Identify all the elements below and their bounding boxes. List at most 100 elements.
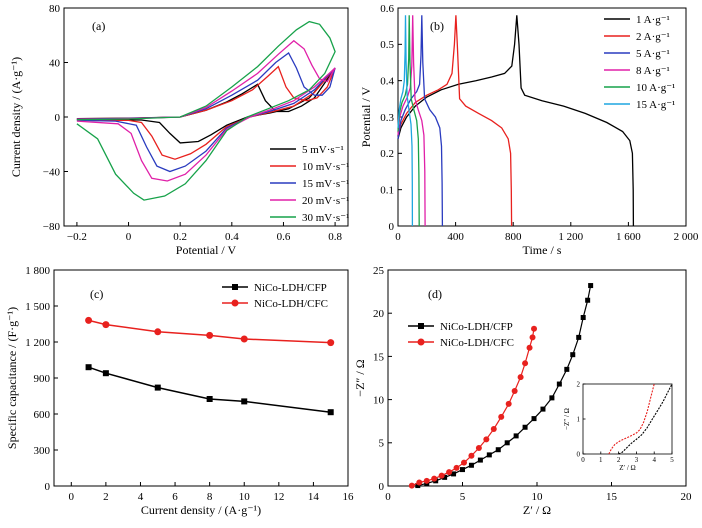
capacitance-line	[88, 366, 331, 413]
cv-curve-line	[76, 65, 336, 160]
x-tick-label: 5	[460, 491, 466, 503]
y-axis-label: −Z″ / Ω	[353, 359, 367, 396]
x-tick-label: 6	[172, 491, 178, 503]
data-point	[517, 374, 524, 381]
y-tick-label: 0.3	[380, 112, 394, 124]
data-point	[240, 335, 248, 343]
inset-x-tick-label: 3	[635, 456, 639, 464]
x-tick-label: −0.2	[67, 231, 87, 243]
y-tick-label: 1 500	[25, 301, 50, 313]
x-tick-label: 0.2	[173, 231, 187, 243]
x-tick-label: 0.8	[328, 231, 342, 243]
data-point	[431, 475, 438, 482]
data-point	[522, 360, 529, 367]
y-tick-label: 1 200	[25, 337, 50, 349]
legend-marker	[232, 284, 238, 290]
x-tick-label: 0	[69, 491, 75, 503]
inset-x-tick-label: 2	[617, 456, 621, 464]
legend-label: 30 mV·s⁻¹	[302, 212, 349, 224]
data-point	[206, 396, 213, 402]
y-tick-label: 1 800	[25, 265, 50, 277]
x-tick-label: 0	[395, 231, 401, 243]
data-point	[327, 339, 335, 347]
inset-y-tick-label: 1	[577, 416, 581, 424]
inset-nyquist-line	[618, 383, 673, 455]
data-point	[460, 467, 465, 473]
data-point	[522, 424, 528, 430]
x-tick-label: 14	[308, 491, 320, 503]
inset-x-tick-label: 4	[652, 456, 656, 464]
x-axis-label: Z′ / Ω	[523, 503, 551, 517]
panel-c-specific-capacitance: 0 2 4 6 8 10 12 14 16 0 300 600 900 1 200 1 500 1 800 Cu…	[5, 265, 354, 517]
x-tick-label: 0.4	[225, 231, 239, 243]
cv-curve-line	[76, 67, 336, 144]
y-tick-label: 0	[45, 481, 51, 493]
y-tick-label: 10	[373, 394, 385, 406]
inset-x-tick-label: 0	[581, 456, 585, 464]
legend-marker	[231, 299, 239, 307]
data-point	[416, 479, 423, 486]
x-tick-label: 0	[126, 231, 132, 243]
y-tick-label: 0	[389, 221, 395, 233]
legend-label: NiCo-LDH/CFP	[440, 321, 513, 333]
data-point	[327, 409, 334, 416]
legend-label: 2 A·g⁻¹	[636, 31, 670, 43]
data-point	[154, 328, 162, 336]
inset-x-axis-label: Z′ / Ω	[619, 464, 635, 472]
data-point	[504, 440, 510, 446]
data-point	[570, 352, 576, 358]
data-point	[477, 457, 483, 463]
y-tick-label: 40	[49, 57, 61, 69]
data-point	[206, 331, 214, 339]
y-tick-label: 300	[34, 445, 51, 457]
y-tick-label: 0.1	[380, 185, 394, 197]
data-point	[540, 406, 546, 412]
panel-label: (a)	[92, 19, 105, 33]
data-point	[468, 462, 474, 468]
y-tick-label: −40	[43, 166, 61, 178]
y-tick-label: 0	[379, 481, 385, 493]
gcd-curve-line	[397, 15, 635, 227]
x-tick-label: 15	[606, 491, 618, 503]
cv-curve-line	[76, 20, 336, 201]
data-point	[564, 366, 570, 372]
data-point	[483, 436, 490, 443]
nyquist-line	[411, 328, 535, 487]
data-point	[588, 283, 594, 289]
y-tick-label: 0.4	[380, 76, 394, 88]
capacitance-line	[88, 319, 331, 344]
data-point	[526, 344, 533, 351]
data-point	[531, 416, 537, 422]
inset-x-tick-label: 5	[670, 456, 674, 464]
data-point	[498, 413, 505, 420]
x-tick-label: 16	[343, 491, 355, 503]
data-point	[486, 452, 492, 458]
data-point	[102, 321, 110, 329]
data-point	[102, 370, 109, 377]
y-tick-label: 80	[49, 3, 61, 15]
legend-label: NiCo-LDH/CFP	[254, 282, 327, 294]
data-point	[490, 425, 497, 432]
data-point	[495, 447, 501, 453]
legend-label: NiCo-LDH/CFC	[254, 298, 328, 310]
data-point	[585, 297, 591, 303]
inset-frame	[582, 383, 673, 455]
y-tick-label: 0.6	[380, 3, 394, 15]
y-axis-label: Current density / (A·g⁻¹)	[9, 57, 23, 177]
inset-y-tick-label: 2	[577, 381, 581, 389]
legend-label: 15 A·g⁻¹	[636, 99, 675, 111]
x-axis-label: Potential / V	[176, 243, 237, 257]
data-point	[241, 398, 248, 405]
gcd-curve-line	[397, 15, 513, 227]
data-point	[505, 400, 512, 407]
y-tick-label: 15	[373, 351, 385, 363]
x-tick-label: 1 200	[558, 231, 583, 243]
data-point	[85, 364, 92, 371]
y-tick-label: 0.5	[380, 39, 394, 51]
x-tick-label: 10	[532, 491, 544, 503]
x-tick-label: 12	[273, 491, 284, 503]
data-point	[154, 384, 161, 391]
panel-label: (c)	[90, 287, 103, 301]
x-tick-label: 400	[447, 231, 464, 243]
